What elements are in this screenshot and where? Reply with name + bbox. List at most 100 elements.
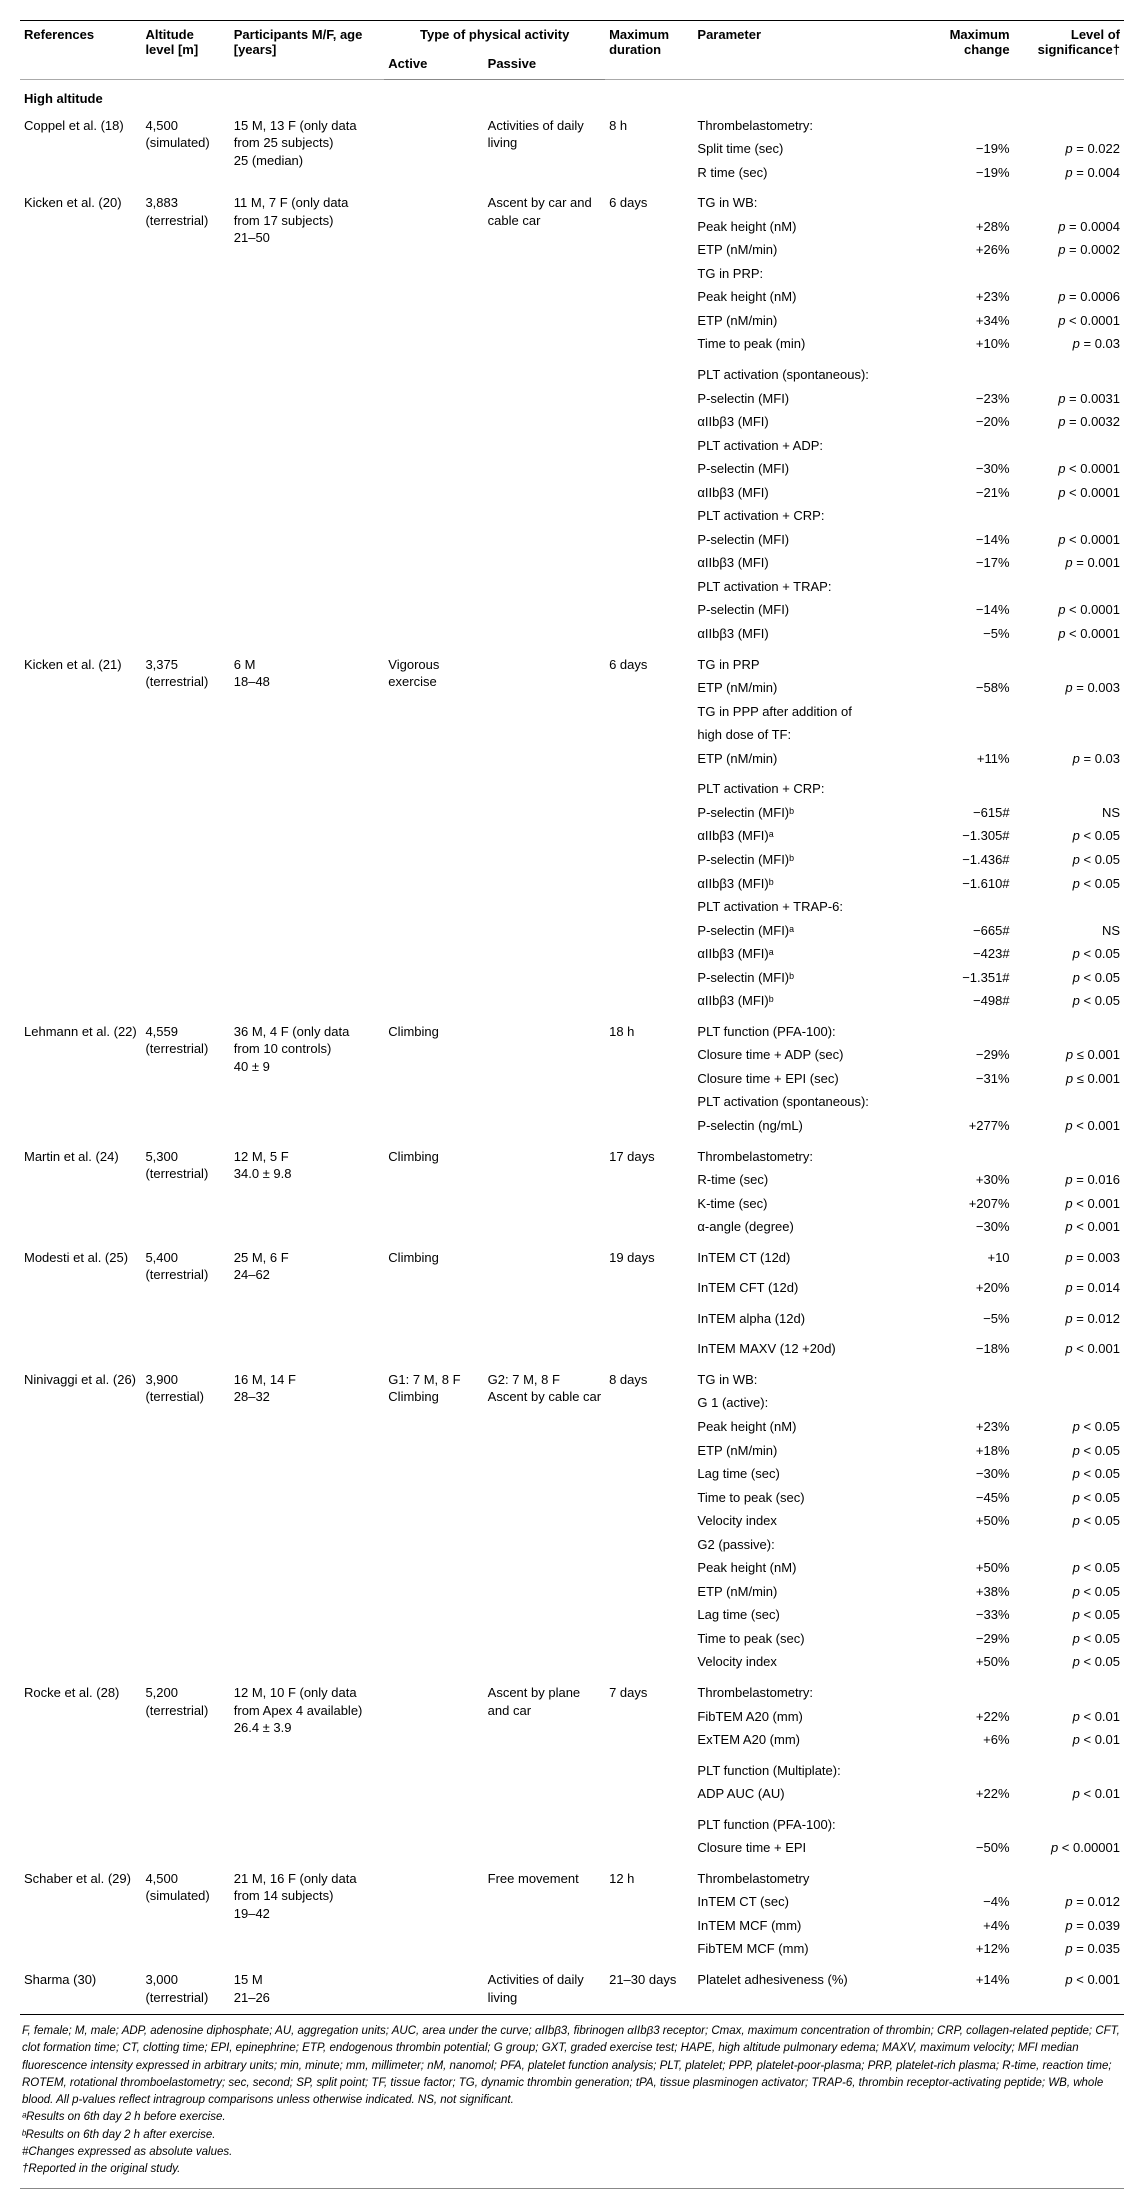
- cell-max-change: +23%: [920, 285, 1014, 309]
- cell-max-change: +34%: [920, 309, 1014, 333]
- cell-active: Climbing: [384, 1138, 483, 1239]
- cell-max-change: [920, 504, 1014, 528]
- cell-significance: p < 0.05: [1014, 1556, 1124, 1580]
- cell-max-change: +277%: [920, 1114, 1014, 1138]
- cell-duration: 8 h: [605, 114, 693, 185]
- col-passive: Passive: [484, 48, 605, 80]
- cell-max-change: −50%: [920, 1836, 1014, 1860]
- cell-parameter: Time to peak (min): [693, 332, 919, 356]
- cell-passive: Ascent by car and cable car: [484, 184, 605, 645]
- cell-altitude: 5,400(terrestrial): [141, 1239, 229, 1361]
- cell-significance: [1014, 1674, 1124, 1705]
- cell-participants: 12 M, 5 F34.0 ± 9.8: [230, 1138, 385, 1239]
- cell-max-change: −498#: [920, 989, 1014, 1013]
- cell-significance: [1014, 770, 1124, 801]
- cell-max-change: −14%: [920, 598, 1014, 622]
- cell-max-change: +50%: [920, 1509, 1014, 1533]
- cell-max-change: −18%: [920, 1330, 1014, 1361]
- cell-parameter: Lag time (sec): [693, 1462, 919, 1486]
- cell-max-change: [920, 1806, 1014, 1837]
- cell-max-change: −23%: [920, 387, 1014, 411]
- cell-significance: [1014, 1013, 1124, 1044]
- cell-parameter: InTEM CT (12d): [693, 1239, 919, 1270]
- cell-significance: p = 0.001: [1014, 551, 1124, 575]
- cell-parameter: P-selectin (MFI)ᵇ: [693, 966, 919, 990]
- cell-active: Climbing: [384, 1013, 483, 1138]
- cell-significance: p < 0.001: [1014, 1330, 1124, 1361]
- cell-significance: p < 0.05: [1014, 1462, 1124, 1486]
- cell-parameter: Thrombelastometry:: [693, 114, 919, 138]
- cell-parameter: Time to peak (sec): [693, 1486, 919, 1510]
- cell-parameter: PLT activation (spontaneous):: [693, 1090, 919, 1114]
- cell-max-change: −1.351#: [920, 966, 1014, 990]
- table-row: Sharma (30)3,000(terrestrial)15 M21–26Ac…: [20, 1961, 1124, 2015]
- cell-max-change: −19%: [920, 161, 1014, 185]
- cell-significance: p = 0.004: [1014, 161, 1124, 185]
- cell-max-change: [920, 646, 1014, 677]
- cell-max-change: −29%: [920, 1043, 1014, 1067]
- cell-max-change: −31%: [920, 1067, 1014, 1091]
- cell-passive: Activities of daily living: [484, 114, 605, 185]
- cell-participants: 15 M21–26: [230, 1961, 385, 2015]
- cell-active: G1: 7 M, 8 F Climbing: [384, 1361, 483, 1674]
- cell-max-change: [920, 1674, 1014, 1705]
- cell-parameter: Platelet adhesiveness (%): [693, 1961, 919, 2015]
- cell-significance: p < 0.05: [1014, 872, 1124, 896]
- col-references: References: [20, 21, 141, 80]
- cell-parameter: InTEM MAXV (12 +20d): [693, 1330, 919, 1361]
- cell-parameter: Velocity index: [693, 1650, 919, 1674]
- cell-max-change: −14%: [920, 528, 1014, 552]
- cell-significance: p < 0.01: [1014, 1782, 1124, 1806]
- cell-max-change: −1.305#: [920, 824, 1014, 848]
- cell-max-change: −58%: [920, 676, 1014, 700]
- cell-parameter: PLT activation + TRAP-6:: [693, 895, 919, 919]
- cell-significance: [1014, 1860, 1124, 1891]
- cell-significance: [1014, 1090, 1124, 1114]
- cell-reference: Rocke et al. (28): [20, 1674, 141, 1860]
- cell-altitude: 4,500(simulated): [141, 1860, 229, 1961]
- cell-reference: Kicken et al. (20): [20, 184, 141, 645]
- cell-significance: [1014, 356, 1124, 387]
- cell-max-change: [920, 356, 1014, 387]
- cell-max-change: +30%: [920, 1168, 1014, 1192]
- cell-significance: [1014, 646, 1124, 677]
- cell-significance: p < 0.05: [1014, 824, 1124, 848]
- cell-parameter: PLT function (Multiplate):: [693, 1752, 919, 1783]
- cell-max-change: +28%: [920, 215, 1014, 239]
- cell-max-change: +14%: [920, 1961, 1014, 2015]
- cell-significance: p = 0.035: [1014, 1937, 1124, 1961]
- cell-passive: [484, 1013, 605, 1138]
- table-body: High altitudeCoppel et al. (18)4,500(sim…: [20, 80, 1124, 2015]
- cell-significance: p < 0.05: [1014, 1486, 1124, 1510]
- cell-parameter: ETP (nM/min): [693, 1580, 919, 1604]
- table-row: Rocke et al. (28)5,200(terrestrial)12 M,…: [20, 1674, 1124, 1705]
- cell-parameter: αIIbβ3 (MFI)ᵇ: [693, 989, 919, 1013]
- cell-duration: 19 days: [605, 1239, 693, 1361]
- table-row: Kicken et al. (20)3,883(terrestrial)11 M…: [20, 184, 1124, 215]
- cell-altitude: 4,500(simulated): [141, 114, 229, 185]
- cell-significance: p < 0.05: [1014, 942, 1124, 966]
- cell-significance: p < 0.001: [1014, 1192, 1124, 1216]
- cell-active: [384, 1674, 483, 1860]
- cell-reference: Coppel et al. (18): [20, 114, 141, 185]
- cell-parameter: InTEM alpha (12d): [693, 1300, 919, 1331]
- cell-altitude: 4,559(terrestrial): [141, 1013, 229, 1138]
- cell-max-change: +10: [920, 1239, 1014, 1270]
- cell-significance: p < 0.0001: [1014, 457, 1124, 481]
- col-active: Active: [384, 48, 483, 80]
- cell-parameter: αIIbβ3 (MFI)ᵃ: [693, 942, 919, 966]
- cell-max-change: −20%: [920, 410, 1014, 434]
- cell-max-change: +207%: [920, 1192, 1014, 1216]
- cell-parameter: PLT activation + ADP:: [693, 434, 919, 458]
- cell-participants: 15 M, 13 F (only datafrom 25 subjects)25…: [230, 114, 385, 185]
- cell-significance: p < 0.0001: [1014, 622, 1124, 646]
- cell-parameter: αIIbβ3 (MFI): [693, 481, 919, 505]
- cell-max-change: +12%: [920, 1937, 1014, 1961]
- cell-significance: p = 0.0002: [1014, 238, 1124, 262]
- cell-participants: 11 M, 7 F (only datafrom 17 subjects)21–…: [230, 184, 385, 645]
- cell-significance: p < 0.0001: [1014, 528, 1124, 552]
- cell-parameter: PLT activation + CRP:: [693, 770, 919, 801]
- cell-max-change: [920, 1090, 1014, 1114]
- cell-passive: [484, 646, 605, 1013]
- cell-parameter: P-selectin (MFI): [693, 598, 919, 622]
